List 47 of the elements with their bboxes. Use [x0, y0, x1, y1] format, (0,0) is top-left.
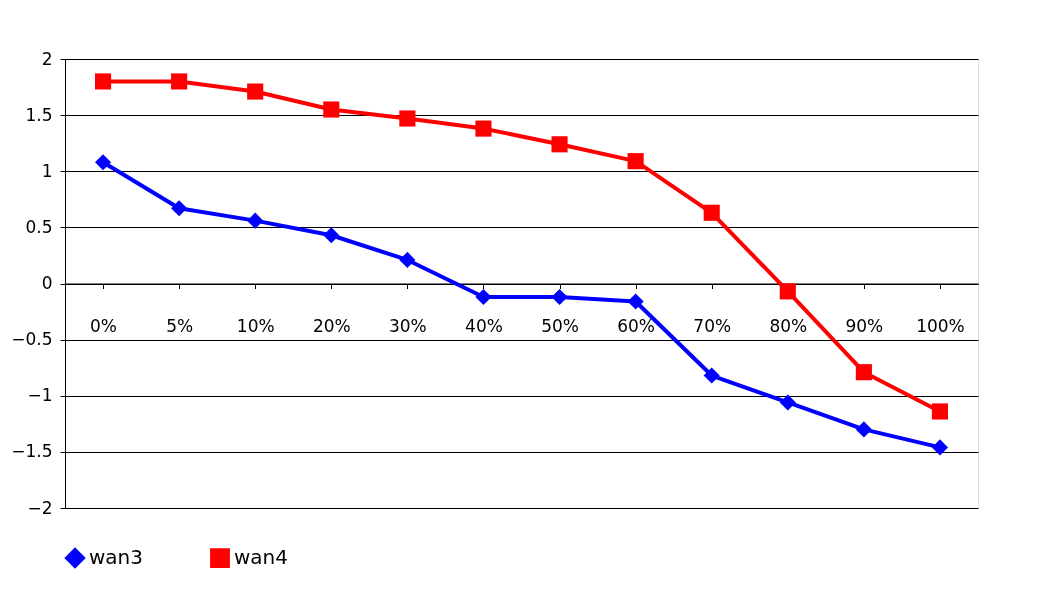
point — [247, 212, 264, 229]
y-tick-label: −1.5 — [11, 441, 53, 462]
point — [171, 200, 188, 217]
point — [399, 251, 416, 268]
point — [475, 288, 492, 306]
legend-label: wan4 — [234, 545, 289, 570]
point — [779, 283, 796, 300]
point — [627, 293, 644, 310]
y-tick-label: −0.5 — [11, 329, 53, 350]
x-tick-label: 40% — [465, 316, 503, 336]
legend-label: wan3 — [89, 545, 144, 570]
x-tick-label: 60% — [617, 316, 656, 336]
x-tick-label: 50% — [541, 316, 579, 336]
x-tick-label: 100% — [916, 316, 965, 336]
x-tick-label: 90% — [845, 316, 884, 336]
point — [94, 154, 112, 171]
y-tick-label: 1 — [41, 160, 53, 181]
x-tick-label: 80% — [769, 316, 808, 336]
point — [627, 153, 644, 170]
point — [855, 364, 872, 381]
point — [551, 288, 568, 306]
x-tick-label: 70% — [693, 316, 732, 336]
point — [551, 136, 568, 153]
x-tick-label: 30% — [388, 316, 427, 336]
point — [931, 403, 949, 420]
x-tick-label: 0% — [90, 316, 118, 336]
point — [323, 101, 340, 118]
point — [171, 73, 188, 90]
y-tick-label: −1 — [27, 385, 53, 406]
y-tick-label: −2 — [27, 497, 53, 518]
point — [94, 73, 112, 90]
y-tick-label: 0.5 — [25, 216, 53, 237]
y-tick-label: 1.5 — [25, 104, 53, 125]
point — [323, 227, 340, 244]
x-tick-label: 20% — [312, 316, 351, 336]
point — [703, 367, 720, 384]
point — [247, 83, 264, 100]
x-tick-label: 10% — [236, 316, 275, 336]
point — [703, 204, 720, 221]
point — [399, 110, 416, 127]
point — [931, 439, 949, 456]
point — [779, 394, 796, 411]
point — [855, 421, 872, 438]
x-tick-label: 5% — [166, 316, 194, 336]
y-tick-label: 0 — [41, 273, 53, 293]
point — [475, 120, 492, 137]
y-tick-label: 2 — [41, 48, 53, 69]
